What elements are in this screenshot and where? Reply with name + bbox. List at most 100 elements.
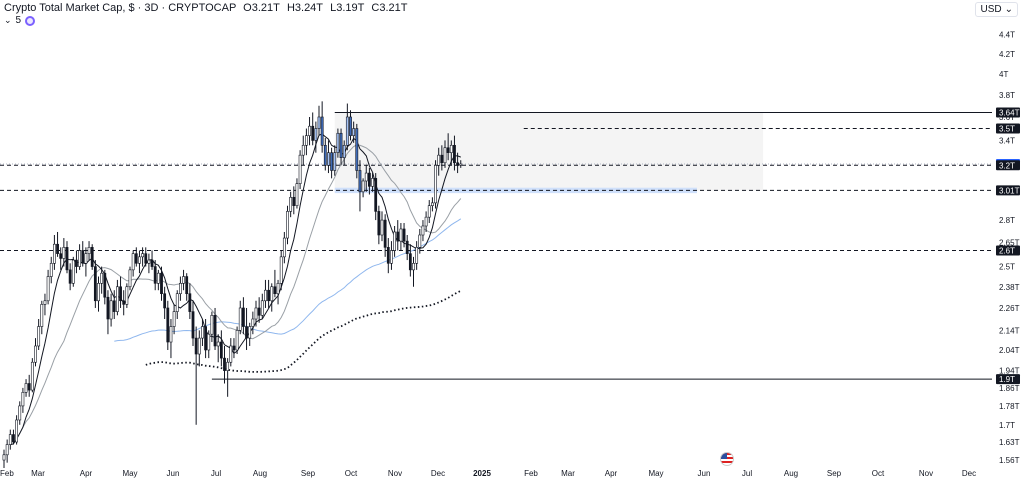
candle-body: [62, 247, 66, 259]
candle: [71, 256, 75, 287]
candle-body: [179, 283, 182, 295]
candle-body: [327, 152, 330, 166]
candle-body: [402, 228, 406, 242]
indicator-count: 5: [15, 15, 22, 26]
candle: [308, 116, 311, 146]
candle: [109, 293, 113, 327]
candle-body: [59, 253, 63, 259]
candle-body: [352, 128, 356, 136]
candle-body: [437, 154, 441, 166]
candle: [292, 186, 296, 215]
candle-body: [15, 419, 19, 443]
candle: [43, 293, 47, 316]
us-flag-icon[interactable]: [720, 452, 734, 466]
candle-body: [257, 307, 261, 316]
candle: [402, 223, 406, 248]
candle: [197, 330, 201, 367]
candle-body: [90, 247, 94, 267]
candle: [15, 415, 19, 445]
candle-body: [251, 318, 255, 327]
candle-body: [106, 296, 110, 320]
candle: [84, 247, 88, 277]
currency-selector[interactable]: USD ⌄: [975, 2, 1018, 17]
candle-body: [213, 315, 217, 347]
x-tick-label: Feb: [0, 469, 14, 478]
candle-body: [210, 315, 214, 335]
candle-body: [223, 357, 226, 371]
candle: [405, 235, 409, 261]
candle-body: [30, 361, 34, 391]
candle-body: [371, 178, 374, 187]
ohlc-readout: O3.21T H3.24T L3.19T C3.21T: [243, 2, 411, 14]
x-tick-label: Oct: [872, 469, 885, 478]
candle-body: [134, 253, 138, 264]
candle-body: [364, 172, 368, 182]
ohlc-high-key: H: [286, 2, 295, 14]
chevron-down-icon[interactable]: ⌄: [4, 15, 12, 25]
x-tick-label: Feb: [524, 469, 538, 478]
price-tag-label: 2.6T: [999, 246, 1015, 255]
indicator-icon[interactable]: [25, 15, 36, 26]
candle-body: [273, 286, 277, 295]
candle: [175, 290, 179, 320]
indicator-toggle[interactable]: ⌄ 5: [4, 15, 36, 26]
candle: [377, 205, 381, 245]
x-tick-label: Apr: [80, 469, 93, 478]
candle: [380, 211, 384, 242]
candle-body: [160, 272, 163, 295]
candle: [371, 173, 374, 192]
candle-body: [446, 147, 450, 153]
candle-body: [125, 286, 129, 305]
candle-body: [355, 128, 359, 171]
candle: [81, 241, 85, 267]
y-tick-label: 1.63T: [999, 438, 1020, 447]
candle-body: [330, 152, 334, 171]
candle-body: [24, 383, 28, 393]
candle-body: [345, 116, 349, 146]
candle: [456, 152, 460, 174]
candle: [286, 205, 289, 245]
candle-body: [87, 247, 91, 254]
ma-dotted-line: [145, 289, 462, 373]
candle-body: [34, 345, 37, 363]
candle-body: [182, 276, 185, 284]
candle: [106, 290, 110, 335]
candle: [226, 358, 230, 397]
price-tag: [996, 160, 1020, 171]
candle: [298, 150, 302, 190]
candle: [147, 253, 151, 274]
candle-body: [37, 326, 41, 347]
candle: [27, 374, 31, 397]
candle: [8, 429, 12, 450]
x-tick-label: Apr: [605, 469, 618, 478]
candle-body: [349, 116, 352, 136]
candle-body: [119, 286, 122, 302]
candle: [97, 276, 100, 312]
price-tag: [996, 245, 1020, 256]
candle: [304, 128, 308, 156]
candle: [103, 269, 107, 305]
currency-label: USD: [980, 4, 1002, 15]
y-tick-label: 3.6T: [999, 113, 1015, 122]
candle-body: [194, 337, 198, 355]
candle-body: [421, 225, 425, 236]
candle: [355, 123, 359, 179]
candle-body: [188, 293, 192, 312]
candle-body: [138, 256, 141, 264]
candle: [160, 266, 163, 301]
y-tick-label: 3.4T: [999, 136, 1015, 145]
candle-body: [49, 263, 53, 277]
candle-body: [197, 337, 201, 355]
candle: [30, 358, 34, 393]
price-tag-label: 3.2T: [999, 161, 1015, 170]
candle: [437, 147, 441, 176]
candle: [440, 145, 444, 171]
price-scale: 4.4T4.2T4T3.8T3.6T3.4T3.2T3T2.8T2.65T2.5…: [996, 31, 1020, 465]
candle: [349, 110, 352, 141]
candle: [37, 319, 41, 350]
candle: [128, 266, 132, 291]
candle: [68, 263, 72, 291]
candle: [122, 290, 126, 316]
ohlc-low-value: 3.19T: [336, 2, 365, 14]
